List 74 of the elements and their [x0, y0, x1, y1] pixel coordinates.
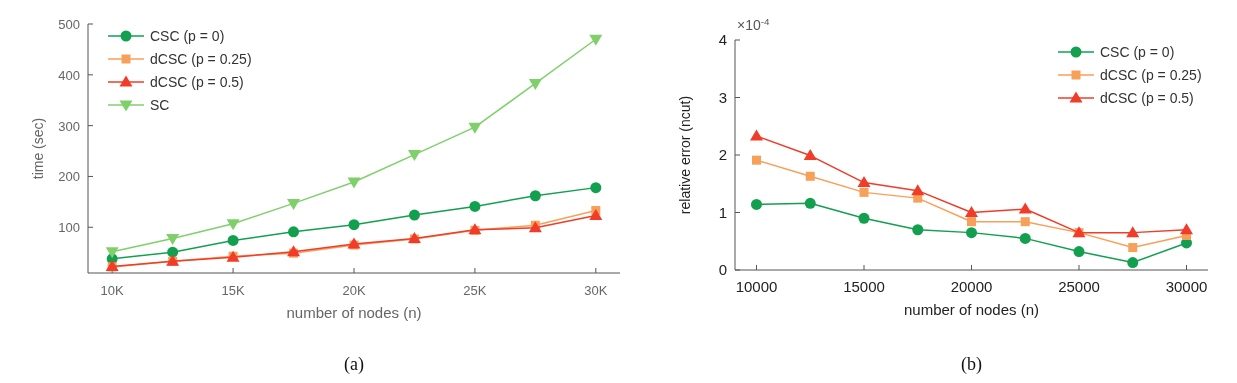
point — [912, 224, 924, 236]
x-axis-title: number of nodes (n) — [286, 304, 422, 321]
point — [589, 209, 603, 221]
point — [288, 226, 300, 238]
x-tick-label: 30000 — [1165, 278, 1208, 295]
point — [167, 246, 179, 258]
text: (b) — [961, 354, 982, 375]
y-tick-label: 4 — [718, 31, 727, 48]
x-tick-label: 10K — [100, 283, 125, 298]
point — [967, 217, 976, 227]
y-tick-label: 100 — [58, 220, 80, 236]
x-tick-label: 25K — [463, 283, 487, 298]
point — [804, 197, 816, 209]
point — [751, 198, 762, 210]
x-tick-label: 15K — [221, 283, 245, 298]
point — [1128, 243, 1138, 253]
point — [1073, 246, 1085, 258]
legend-label: dCSC (p = 0.25) — [1100, 67, 1202, 83]
point — [857, 176, 871, 188]
point — [1126, 226, 1140, 238]
point — [407, 150, 421, 162]
point — [227, 234, 239, 246]
y-tick-label: 500 — [58, 17, 80, 32]
legend-label: CSC (p = 0) — [150, 28, 225, 44]
text: ×10$^{-4}$ — [737, 15, 771, 33]
point — [226, 219, 240, 231]
x-tick-label: 15000 — [843, 278, 885, 295]
point — [529, 190, 541, 202]
point — [408, 209, 420, 221]
legend-label: CSC (p = 0) — [1100, 44, 1175, 60]
point — [528, 78, 542, 90]
point — [803, 149, 817, 161]
point — [1018, 202, 1032, 214]
point — [1020, 217, 1030, 227]
point — [166, 233, 180, 245]
point — [348, 219, 360, 231]
point — [859, 187, 869, 197]
point — [468, 122, 482, 134]
point — [911, 184, 925, 196]
x-tick-label: 20000 — [950, 278, 993, 295]
legend-label: SC — [150, 97, 170, 113]
point — [1019, 232, 1031, 244]
point — [1180, 223, 1193, 235]
x-tick-label: 25000 — [1058, 278, 1100, 295]
point — [966, 227, 977, 239]
text: (a) — [344, 354, 364, 375]
point — [347, 177, 361, 189]
y-tick-label: 3 — [718, 88, 727, 106]
point — [105, 247, 119, 259]
legend-label: dCSC (p = 0.5) — [150, 74, 244, 90]
x-axis-title: number of nodes (n) — [903, 301, 1040, 318]
y-axis-title: time (sec) — [30, 117, 46, 180]
point — [1127, 257, 1139, 269]
legend-label: dCSC (p = 0.25) — [150, 51, 252, 67]
y-tick-label: 0 — [718, 261, 727, 278]
point — [469, 200, 481, 212]
x-tick-label: 30K — [584, 283, 608, 298]
point — [287, 198, 301, 210]
legend-label: dCSC (p = 0.5) — [1100, 90, 1194, 106]
y-axis-title: relative error (ncut) — [677, 95, 693, 215]
y-tick-label: 2 — [718, 146, 727, 163]
x-tick-label: 20K — [342, 283, 366, 298]
point — [752, 155, 761, 165]
point — [805, 171, 815, 181]
point — [750, 129, 763, 141]
y-tick-label: 300 — [58, 118, 80, 134]
x-tick-label: 10000 — [735, 278, 778, 295]
point — [589, 34, 603, 46]
point — [590, 182, 602, 194]
y-tick-label: 200 — [58, 169, 80, 185]
point — [965, 206, 978, 217]
y-tick-label: 400 — [58, 67, 80, 83]
point — [858, 212, 870, 224]
y-tick-label: 1 — [718, 203, 727, 221]
